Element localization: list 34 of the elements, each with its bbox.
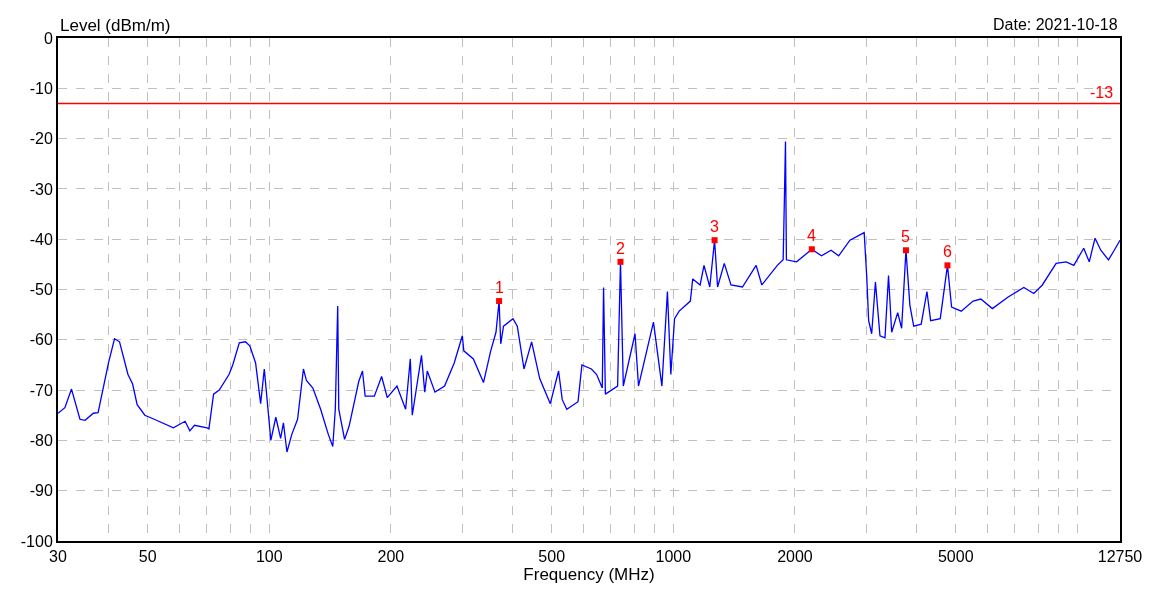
y-tick-label: -70 [29, 381, 53, 399]
y-tick-label: -10 [29, 79, 53, 97]
y-tick-label: -60 [29, 331, 53, 349]
point [808, 246, 815, 253]
point [711, 237, 718, 244]
y-tick-label: -90 [29, 482, 53, 500]
x-tick-label: 30 [49, 548, 67, 566]
y-tick-label: 0 [43, 29, 53, 47]
point [617, 258, 624, 265]
x-tick-label: 12750 [1097, 548, 1143, 566]
y-tick-label: -100 [20, 532, 53, 550]
text: Date: 2021-10-18 [993, 16, 1118, 33]
x-tick-label: 500 [538, 548, 566, 566]
y-tick-label: -20 [29, 130, 53, 148]
y-tick-label: -40 [29, 230, 53, 248]
x-tick-label: 5000 [937, 548, 974, 566]
y-tick-label: -30 [29, 180, 53, 198]
x-tick-label: 100 [255, 548, 283, 566]
y-tick-label: -80 [29, 432, 53, 449]
y-tick-label: -50 [29, 281, 53, 299]
annotation: 5 [901, 228, 910, 245]
x-axis-title: Frequency (MHz) [523, 565, 655, 585]
y-axis-title: Level (dBm/m) [60, 16, 171, 35]
x-tick-label: 2000 [777, 548, 813, 566]
x-tick-label: 200 [377, 548, 405, 566]
annotation: 2 [616, 240, 625, 257]
annotation: 6 [943, 243, 952, 260]
point [902, 247, 909, 254]
x-tick-label: 50 [138, 548, 157, 566]
ref-line-label: -13 [1090, 84, 1114, 101]
annotation: 4 [807, 227, 816, 244]
annotation: 1 [495, 279, 504, 296]
annotation: 3 [710, 218, 719, 235]
x-tick-label: 1000 [655, 548, 692, 566]
